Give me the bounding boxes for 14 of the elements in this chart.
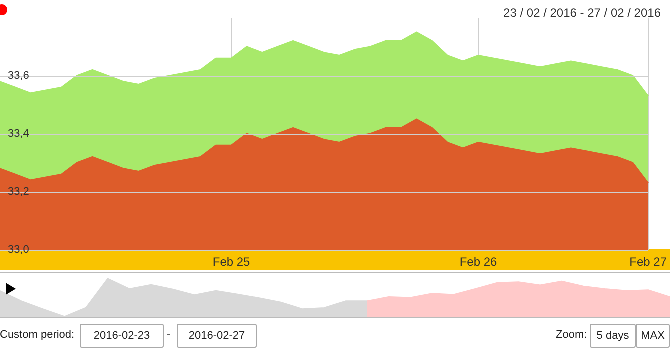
text-field: 2016-02-27 <box>177 324 257 348</box>
y-tick-label: 33,0 <box>8 244 30 256</box>
text: Zoom: <box>556 328 588 343</box>
text: - <box>167 328 171 343</box>
text: Custom period: <box>0 328 75 343</box>
x-tick-label: Feb 26 <box>460 255 498 269</box>
text-field: 5 days <box>590 324 636 348</box>
text-field: MAX <box>636 324 670 348</box>
x-tick-label: Feb 27 <box>630 255 668 269</box>
chart-subtitle: 23 / 02 / 2016 - 27 / 02 / 2016 <box>504 6 662 20</box>
text-field: 2016-02-23 <box>80 324 164 348</box>
y-tick-label: 33,6 <box>8 70 30 82</box>
x-tick-label: Feb 25 <box>212 255 251 269</box>
y-tick-label: 33,4 <box>8 128 30 140</box>
